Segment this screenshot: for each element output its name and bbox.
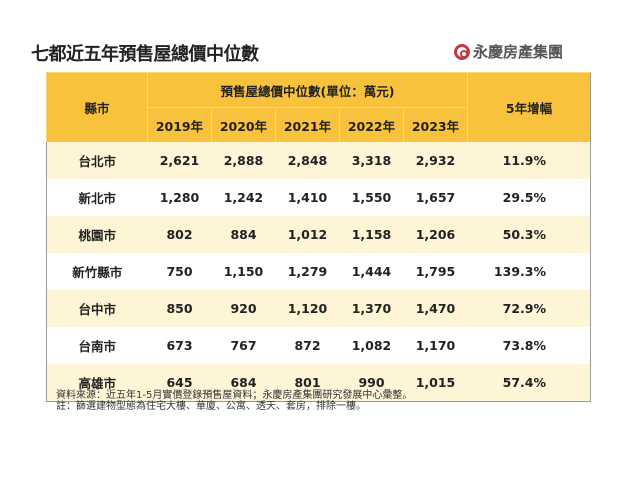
table-row: 台南市 673 767 872 1,082 1,170 73.8% — [46, 327, 591, 364]
growth-cell: 57.4% — [467, 364, 591, 402]
growth-cell: 29.5% — [467, 179, 591, 216]
value-cell: 1,158 — [339, 216, 404, 253]
city-cell: 新竹縣市 — [46, 253, 148, 290]
header-year: 2021年 — [275, 107, 340, 142]
value-cell: 802 — [147, 216, 212, 253]
price-table: 縣市 預售屋總價中位數(單位：萬元) 5年增幅 2019年 2020年 2021年 2… — [46, 72, 591, 402]
city-cell: 台中市 — [46, 290, 148, 327]
logo-text: 永慶房產集團 — [473, 43, 564, 61]
value-cell: 3,318 — [339, 142, 404, 179]
value-cell: 850 — [147, 290, 212, 327]
value-cell: 872 — [275, 327, 340, 364]
table-row: 新竹縣市 750 1,150 1,279 1,444 1,795 139.3% — [46, 253, 591, 290]
value-cell: 1,410 — [275, 179, 340, 216]
value-cell: 1,279 — [275, 253, 340, 290]
header-city: 縣市 — [46, 72, 148, 142]
value-cell: 801 — [275, 364, 340, 402]
brand-logo: 永慶房產集團 — [454, 41, 563, 62]
value-cell: 1,120 — [275, 290, 340, 327]
table-row: 台中市 850 920 1,120 1,370 1,470 72.9% — [46, 290, 591, 327]
value-cell: 1,550 — [339, 179, 404, 216]
value-cell: 1,012 — [275, 216, 340, 253]
value-cell: 1,170 — [403, 327, 468, 364]
value-cell: 1,657 — [403, 179, 468, 216]
filter-note: 註：篩選建物型態為住宅大樓、華廈、公寓、透天、套房，排除一樓。 — [56, 401, 366, 412]
value-cell: 884 — [211, 216, 276, 253]
value-cell: 1,242 — [211, 179, 276, 216]
city-cell: 桃園市 — [46, 216, 148, 253]
value-cell: 673 — [147, 327, 212, 364]
growth-cell: 11.9% — [467, 142, 591, 179]
growth-cell: 50.3% — [467, 216, 591, 253]
city-cell: 高雄市 — [46, 364, 148, 402]
value-cell: 767 — [211, 327, 276, 364]
table-row: 台北市 2,621 2,888 2,848 3,318 2,932 11.9% — [46, 142, 591, 179]
value-cell: 1,280 — [147, 179, 212, 216]
city-cell: 新北市 — [46, 179, 148, 216]
table-row: 桃園市 802 884 1,012 1,158 1,206 50.3% — [46, 216, 591, 253]
header-year: 2022年 — [339, 107, 404, 142]
header-year: 2023年 — [403, 107, 468, 142]
value-cell: 990 — [339, 364, 404, 402]
value-cell: 920 — [211, 290, 276, 327]
value-cell: 750 — [147, 253, 212, 290]
value-cell: 1,370 — [339, 290, 404, 327]
header-year: 2019年 — [147, 107, 212, 142]
city-cell: 台北市 — [46, 142, 148, 179]
value-cell: 1,082 — [339, 327, 404, 364]
value-cell: 1,795 — [403, 253, 468, 290]
growth-cell: 73.8% — [467, 327, 591, 364]
value-cell: 1,206 — [403, 216, 468, 253]
value-cell: 2,932 — [403, 142, 468, 179]
city-cell: 台南市 — [46, 327, 148, 364]
value-cell: 1,444 — [339, 253, 404, 290]
value-cell: 2,848 — [275, 142, 340, 179]
logo-icon — [454, 43, 470, 60]
header-growth: 5年增幅 — [467, 72, 591, 142]
value-cell: 684 — [211, 364, 276, 402]
source-note: 資料來源：近五年1-5月實價登錄預售屋資料；永慶房產集團研究發展中心彙整。 — [56, 390, 413, 401]
value-cell: 1,470 — [403, 290, 468, 327]
value-cell: 1,150 — [211, 253, 276, 290]
table-row: 高雄市 645 684 801 990 1,015 57.4% — [46, 364, 591, 402]
value-cell: 2,621 — [147, 142, 212, 179]
value-cell: 1,015 — [403, 364, 468, 402]
header-year: 2020年 — [211, 107, 276, 142]
page-title: 七都近五年預售屋總價中位數 — [31, 44, 259, 65]
header-group: 預售屋總價中位數(單位：萬元) — [147, 72, 468, 108]
growth-cell: 72.9% — [467, 290, 591, 327]
value-cell: 2,888 — [211, 142, 276, 179]
value-cell: 645 — [147, 364, 212, 402]
footnotes: 資料來源：近五年1-5月實價登錄預售屋資料；永慶房產集團研究發展中心彙整。 註：… — [56, 390, 412, 412]
growth-cell: 139.3% — [467, 253, 591, 290]
table-row: 新北市 1,280 1,242 1,410 1,550 1,657 29.5% — [46, 179, 591, 216]
